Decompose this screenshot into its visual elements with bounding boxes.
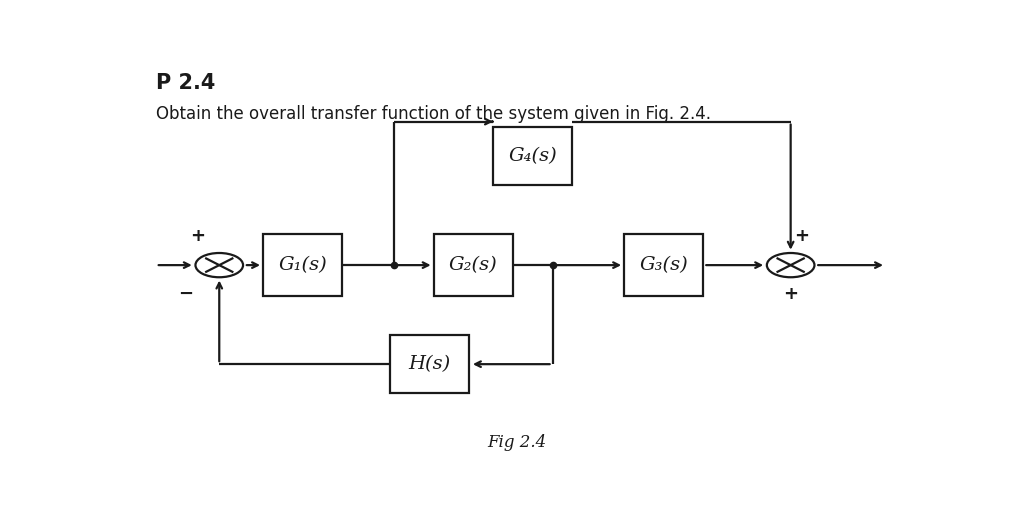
Text: +: +: [190, 227, 206, 245]
Text: −: −: [178, 285, 194, 302]
FancyBboxPatch shape: [624, 234, 703, 297]
Circle shape: [196, 253, 243, 277]
Circle shape: [767, 253, 814, 277]
Text: Fig 2.4: Fig 2.4: [487, 434, 547, 451]
FancyBboxPatch shape: [263, 234, 342, 297]
Text: P 2.4: P 2.4: [156, 73, 215, 93]
Text: H(s): H(s): [409, 355, 451, 373]
Text: +: +: [795, 227, 809, 245]
Text: G₄(s): G₄(s): [508, 147, 557, 165]
Text: G₁(s): G₁(s): [279, 256, 327, 274]
Text: +: +: [783, 285, 798, 303]
Text: G₂(s): G₂(s): [449, 256, 498, 274]
FancyBboxPatch shape: [433, 234, 513, 297]
FancyBboxPatch shape: [390, 335, 469, 393]
Text: G₃(s): G₃(s): [639, 256, 688, 274]
Text: Obtain the overall transfer function of the system given in Fig. 2.4.: Obtain the overall transfer function of …: [156, 106, 711, 123]
FancyBboxPatch shape: [494, 127, 572, 185]
